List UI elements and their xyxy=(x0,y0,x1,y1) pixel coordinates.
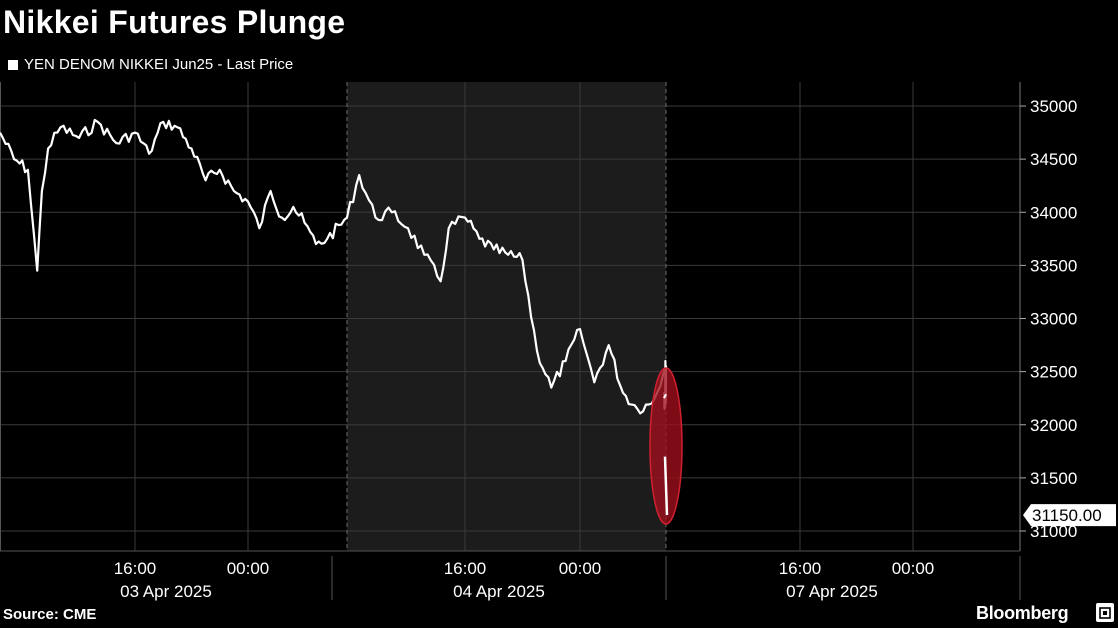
last-value-label: 31150.00 xyxy=(1032,506,1102,525)
x-time-label: 00:00 xyxy=(227,559,270,578)
shaded-session-band xyxy=(347,82,666,551)
last-value-badge xyxy=(1023,504,1116,527)
source-note: Source: CME xyxy=(3,606,97,623)
y-tick-label: 32000 xyxy=(1030,416,1077,435)
y-tick-label: 32500 xyxy=(1030,363,1077,382)
bloomberg-badge-icon xyxy=(1096,603,1114,622)
post-close-tick xyxy=(663,393,667,399)
y-tick-label: 33500 xyxy=(1030,256,1077,275)
chart-title: Nikkei Futures Plunge xyxy=(3,4,346,40)
x-time-label: 00:00 xyxy=(559,559,602,578)
x-date-label: 03 Apr 2025 xyxy=(120,582,212,601)
x-time-label: 16:00 xyxy=(779,559,822,578)
x-time-label: 16:00 xyxy=(444,559,487,578)
legend-label: YEN DENOM NIKKEI Jun25 - Last Price xyxy=(24,56,294,73)
y-tick-label: 35000 xyxy=(1030,97,1077,116)
plunge-highlight xyxy=(649,367,683,525)
plunge-line xyxy=(663,456,669,516)
legend-swatch xyxy=(8,59,18,70)
x-date-label: 04 Apr 2025 xyxy=(453,582,545,601)
y-tick-label: 33000 xyxy=(1030,310,1077,329)
x-date-label: 07 Apr 2025 xyxy=(786,582,878,601)
y-tick-label: 34000 xyxy=(1030,203,1077,222)
bloomberg-logo: Bloomberg xyxy=(976,603,1069,623)
price-line xyxy=(0,118,668,415)
legend: YEN DENOM NIKKEI Jun25 - Last Price xyxy=(8,56,293,73)
y-tick-label: 31500 xyxy=(1030,469,1077,488)
x-time-label: 16:00 xyxy=(114,559,157,578)
y-tick-label: 31000 xyxy=(1030,522,1077,541)
x-time-label: 00:00 xyxy=(892,559,935,578)
y-tick-label: 34500 xyxy=(1030,150,1077,169)
